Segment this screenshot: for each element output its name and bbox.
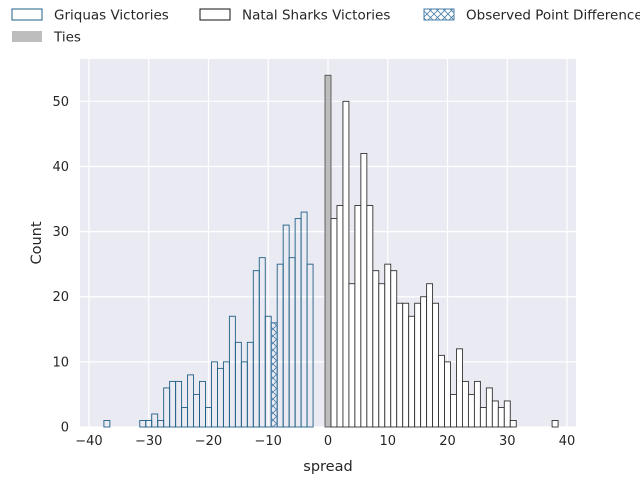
y-tick-label: 50 [52, 95, 69, 110]
y-tick-label: 40 [52, 160, 69, 175]
legend-swatch [423, 8, 455, 21]
natal-sharks-victories-bar [420, 296, 428, 428]
natal-sharks-victories-bar [408, 315, 416, 428]
natal-sharks-victories-bar [479, 407, 487, 428]
legend-label: Ties [53, 30, 81, 46]
griquas-victories-bar [199, 380, 206, 428]
legend-swatch [12, 31, 42, 42]
x-tick-label: 10 [379, 434, 396, 449]
natal-sharks-victories-bar [473, 380, 481, 428]
y-axis-label: Count [29, 221, 45, 264]
natal-sharks-victories-bar [444, 361, 451, 428]
natal-sharks-victories-bar [348, 283, 356, 428]
natal-sharks-victories-bar [426, 283, 434, 428]
griquas-victories-bar [306, 263, 314, 428]
x-tick-label: −30 [135, 434, 162, 449]
histogram-bars [103, 74, 559, 428]
x-tick-label: −40 [75, 434, 102, 449]
observed-point-difference-bar [270, 322, 278, 428]
legend-label: Observed Point Difference [466, 8, 640, 24]
natal-sharks-victories-bar [384, 263, 392, 428]
x-axis-label: spread [303, 459, 352, 475]
natal-sharks-victories-bar [491, 400, 499, 428]
natal-sharks-victories-bar [467, 393, 475, 428]
natal-sharks-victories-bar [432, 302, 440, 428]
natal-sharks-victories-bar [396, 302, 404, 428]
natal-sharks-victories-bar [497, 407, 505, 428]
y-tick-label: 20 [52, 290, 69, 305]
natal-sharks-victories-bar [354, 205, 362, 428]
x-tick-label: 0 [324, 434, 332, 449]
natal-sharks-victories-bar [485, 387, 493, 428]
y-tick-label: 0 [61, 421, 69, 436]
natal-sharks-victories-bar [414, 302, 422, 428]
natal-sharks-victories-bar [456, 348, 463, 428]
y-tick-label: 10 [52, 355, 69, 370]
y-tick-label: 30 [52, 225, 69, 240]
x-tick-label: −10 [255, 434, 282, 449]
natal-sharks-victories-bar [390, 270, 398, 428]
natal-sharks-victories-bar [342, 100, 350, 428]
natal-sharks-victories-bar [366, 205, 374, 428]
natal-sharks-victories-bar [360, 152, 368, 428]
legend-swatch [11, 8, 43, 21]
natal-sharks-victories-bar [378, 283, 386, 428]
tick-labels: −40 −30 −20 −10 0 10 20 30 40 0 10 20 30 40 50 [52, 95, 575, 449]
natal-sharks-victories-bar [336, 205, 344, 428]
legend: Griquas Victories Natal Sharks Victories O… [11, 8, 640, 46]
natal-sharks-victories-bar [450, 393, 457, 428]
natal-sharks-victories-bar [503, 400, 511, 428]
legend-label: Natal Sharks Victories [242, 8, 390, 24]
x-tick-label: 30 [499, 434, 516, 449]
griquas-victories-bar [103, 420, 111, 428]
natal-sharks-victories-bar [330, 218, 338, 428]
x-tick-label: 40 [559, 434, 576, 449]
natal-sharks-victories-bar [402, 302, 410, 428]
x-tick-label: −20 [195, 434, 222, 449]
griquas-victories-bar [175, 380, 183, 428]
natal-sharks-victories-bar [551, 420, 559, 428]
natal-sharks-victories-bar [462, 380, 469, 428]
legend-label: Griquas Victories [54, 8, 169, 24]
legend-swatch [199, 8, 231, 21]
x-tick-label: 20 [439, 434, 456, 449]
natal-sharks-victories-bar [438, 354, 445, 428]
natal-sharks-victories-bar [372, 270, 380, 428]
ties-bar [324, 74, 332, 428]
natal-sharks-victories-bar [509, 420, 517, 428]
